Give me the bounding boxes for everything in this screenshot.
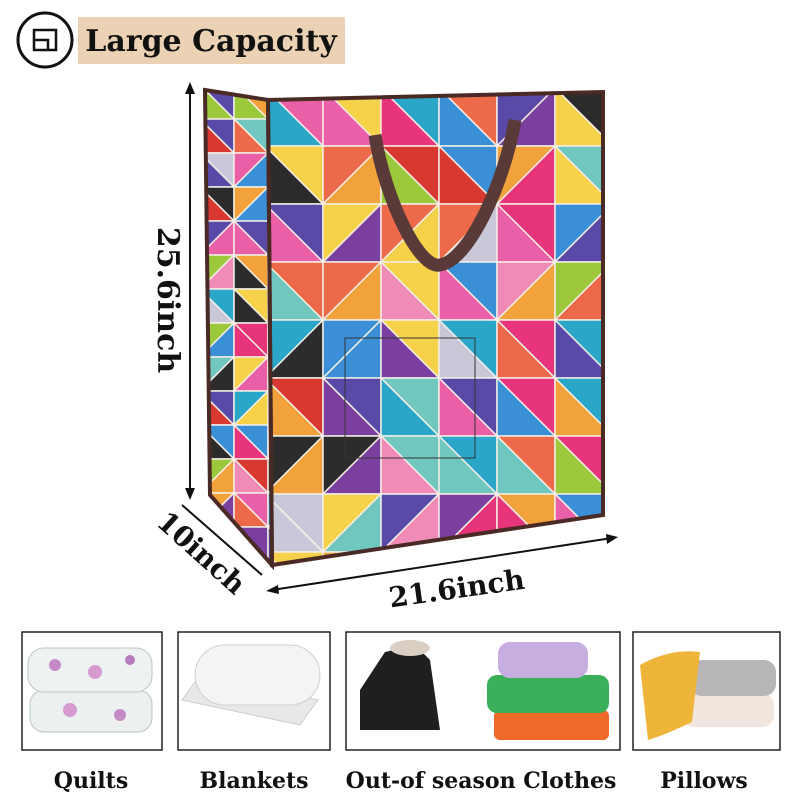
item-blankets: [177, 631, 331, 751]
patch: [553, 550, 603, 565]
header-icon-glyph: [32, 28, 58, 52]
jacket-fur: [390, 640, 430, 656]
width-arrow: [271, 537, 613, 591]
sweater-orange: [494, 710, 609, 740]
patch: [554, 551, 603, 565]
depth-arrow: [181, 504, 263, 576]
bag-front: [268, 92, 603, 565]
patch: [267, 356, 272, 393]
flower: [125, 655, 135, 665]
width-label: 21.6inch: [387, 563, 527, 615]
arrow-head: [266, 585, 279, 594]
header-icon: [16, 11, 74, 69]
pillow-gray: [690, 660, 776, 696]
flower: [88, 665, 102, 679]
arrow-head: [185, 488, 195, 500]
flower: [114, 709, 126, 721]
item-quilts: [21, 631, 163, 751]
patch: [267, 492, 272, 529]
bag-pocket: [344, 337, 476, 459]
title-box: [78, 17, 345, 64]
pillow-yellow: [640, 651, 700, 740]
pillow-cream: [682, 693, 774, 727]
sweater-green: [487, 675, 609, 713]
patch: [268, 551, 324, 565]
item-label: Out-of season Clothes: [346, 768, 617, 794]
title: Large Capacity: [85, 24, 338, 59]
patch: [267, 423, 272, 460]
patch: [267, 458, 272, 495]
item-label: Pillows: [660, 768, 748, 794]
patch: [267, 322, 272, 359]
patch: [267, 525, 272, 562]
bag-front-edge: [265, 89, 605, 568]
bag-handle: [368, 118, 522, 272]
flower: [49, 659, 61, 671]
quilt-fold: [29, 689, 153, 733]
item-pillows: [632, 631, 781, 751]
jacket: [360, 645, 440, 730]
blanket-roll: [194, 644, 321, 706]
item-label: Blankets: [200, 768, 309, 794]
patch: [267, 389, 272, 426]
arrow-head: [606, 534, 618, 544]
arrow-head: [185, 82, 195, 94]
sweater-purple: [498, 642, 588, 678]
item-label: Quilts: [54, 768, 128, 794]
flower: [63, 703, 77, 717]
item-clothes: [345, 631, 621, 751]
height-label: 25.6inch: [150, 227, 185, 374]
bag-side: [205, 90, 272, 565]
